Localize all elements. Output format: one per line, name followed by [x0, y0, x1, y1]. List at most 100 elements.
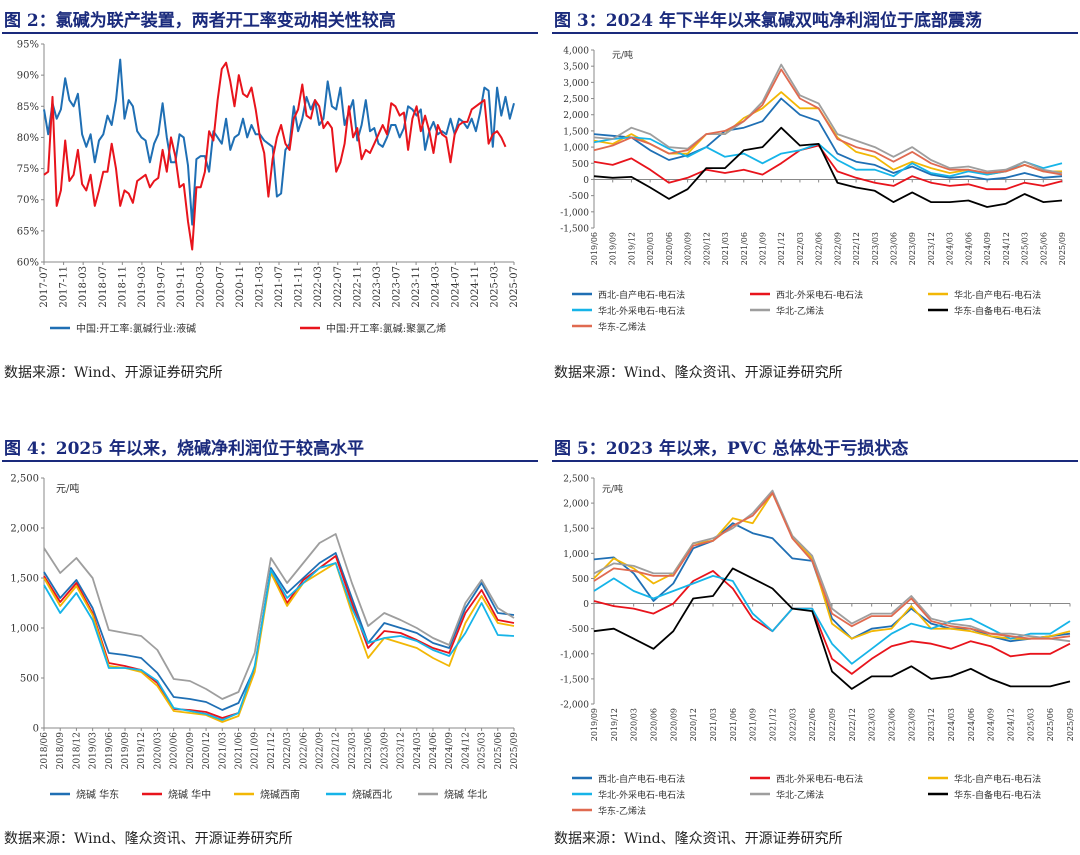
y-tick-label: 0 [583, 176, 589, 186]
x-tick-label: 2019-11 [176, 266, 187, 308]
y-tick-label: 75% [17, 164, 39, 175]
legend-item: 烧碱西南 [234, 788, 300, 801]
y-tick-label: -1,500 [560, 225, 589, 235]
chart-title: 图 2：氯碱为联产装置，两者开工率变动相关性较高 [4, 11, 396, 31]
x-tick-label: 2023/03 [871, 232, 880, 265]
x-tick-label: 2023/03 [868, 708, 877, 741]
x-tick-label: 2018-07 [98, 266, 109, 308]
x-tick-label: 2022/03 [788, 708, 797, 741]
y-tick-label: 1,000 [10, 624, 39, 635]
x-tick-label: 2023/09 [380, 732, 390, 770]
x-tick-labels: 2017-07 2017-11 2018-03 2018-07 2018-11 2019-… [39, 262, 520, 308]
unit-label: 元/吨 [56, 482, 79, 495]
x-tick-labels: 2019/06 2019/09 2019/12 2020/03 2020/06 2020/… [590, 179, 1067, 265]
x-tick-label: 2022/12 [848, 708, 857, 741]
legend-item: 华北-乙烯法 [750, 789, 824, 801]
legend-item: 烧碱 华中 [142, 788, 211, 801]
y-tick-label: -1,000 [560, 650, 589, 660]
y-tick-label: 1,000 [563, 144, 589, 154]
x-tick-label: 2017-07 [39, 266, 50, 308]
y-tick-label: 95% [17, 40, 39, 51]
y-tick-label: 2,000 [10, 524, 39, 535]
x-tick-label: 2021/03 [218, 732, 228, 770]
x-tick-label: 2024/12 [1002, 232, 1011, 265]
x-tick-label: 2022-11 [352, 266, 363, 308]
y-tick-label: 2,000 [563, 500, 589, 510]
x-tick-label: 2020/09 [669, 708, 678, 741]
x-tick-label: 2021/09 [251, 732, 261, 770]
series-lines [593, 489, 1071, 690]
legend-label: 华东-乙烯法 [598, 321, 646, 333]
x-tick-label: 2022/09 [833, 232, 842, 265]
x-tick-label: 2021/09 [749, 708, 758, 741]
chart-title: 图 4：2025 年以来，烧碱净利润位于较高水平 [4, 439, 364, 459]
x-tick-label: 2020/06 [650, 708, 659, 741]
chart-fig2: 60%65%70%75%80%85%90%95%2017-07 2017-11 20… [17, 40, 520, 336]
x-tick-label: 2022/09 [828, 708, 837, 741]
x-tick-label: 2023/06 [888, 708, 897, 741]
x-tick-label: 2023/12 [927, 232, 936, 265]
x-tick-label: 2021/03 [709, 708, 718, 741]
y-tick-label: 1,500 [10, 574, 39, 585]
series-line-6 [593, 567, 1071, 690]
x-tick-label: 2021/12 [769, 708, 778, 741]
y-tick-label: 60% [17, 258, 39, 269]
x-tick-label: 2019/12 [610, 708, 619, 741]
legend-label: 华北-外采电石-电石法 [598, 789, 685, 801]
chart-title: 图 5：2023 年以来，PVC 总体处于亏损状态 [554, 439, 909, 459]
series-line-1 [43, 552, 515, 711]
source-note: 数据来源：Wind、隆众资讯、开源证券研究所 [4, 831, 293, 847]
legend-label: 西北-自产电石-电石法 [598, 289, 685, 301]
legend-label: 烧碱 华北 [444, 788, 487, 801]
legend-label: 西北-外采电石-电石法 [776, 289, 863, 301]
series-lines [43, 533, 515, 723]
legend-label: 华北-乙烯法 [776, 789, 824, 801]
legend-label: 华北-自产电石-电石法 [954, 773, 1041, 785]
x-tick-label: 2024/06 [429, 732, 439, 770]
series-line-2 [593, 570, 1071, 675]
y-tick-label: -1,500 [560, 675, 589, 685]
series-line-2 [43, 555, 515, 719]
legend-item: 华东-乙烯法 [572, 805, 646, 817]
x-tick-label: 2022/06 [815, 232, 824, 265]
y-tick-labels: 60% 65% 70% 75% 80% 85% 90% 95% [17, 40, 44, 269]
x-tick-label: 2025-07 [509, 266, 520, 308]
x-tick-label: 2021/06 [740, 232, 749, 265]
x-tick-labels: 2019/09 2019/12 2020/03 2020/06 2020/09 2020/… [590, 603, 1075, 741]
x-tick-label: 2020/03 [630, 708, 639, 741]
x-tick-label: 2019-03 [137, 266, 148, 308]
x-tick-label: 2023/12 [397, 732, 407, 769]
panel-fig5: 图 5：2023 年以来，PVC 总体处于亏损状态 -2,000 -1,500 -1… [550, 428, 1080, 855]
x-tick-label: 2023-07 [392, 266, 403, 308]
x-tick-label: 2020/12 [202, 732, 212, 769]
x-tick-label: 2019/09 [609, 232, 618, 265]
x-tick-label: 2023/06 [364, 732, 374, 770]
x-tick-label: 2025/06 [1039, 232, 1048, 265]
series-line-7 [593, 68, 1063, 176]
x-tick-label: 2023/09 [907, 708, 916, 741]
series-line-7 [593, 492, 1071, 640]
x-tick-label: 2019-07 [157, 266, 168, 308]
x-tick-label: 2020/03 [153, 732, 163, 770]
x-tick-label: 2025/03 [1026, 708, 1035, 741]
x-tick-label: 2020/09 [186, 732, 196, 770]
x-tick-label: 2025/09 [1066, 708, 1075, 741]
x-tick-label: 2023/12 [927, 708, 936, 741]
x-tick-label: 2021-07 [274, 266, 285, 308]
axes [43, 44, 514, 263]
y-tick-label: 85% [17, 102, 39, 113]
legend-label: 华北-自产电石-电石法 [954, 289, 1041, 301]
x-tick-label: 2024/06 [967, 708, 976, 741]
x-tick-label: 2025-03 [489, 266, 500, 308]
chart-title: 图 3：2024 年下半年以来氯碱双吨净利润位于底部震荡 [554, 11, 982, 31]
x-tick-label: 2020/03 [646, 232, 655, 265]
x-tick-label: 2020/06 [665, 232, 674, 265]
x-tick-labels: 2018/06 2018/09 2018/12 2019/03 2019/06 2019/… [40, 728, 520, 769]
x-tick-label: 2020/09 [684, 232, 693, 265]
y-tick-label: 1,500 [563, 127, 589, 137]
y-tick-labels: -2,000 -1,500 -1,000 -500 0 500 1,000 1,500 2,00… [560, 475, 594, 711]
legend-label: 华东-自备电石-电石法 [954, 789, 1041, 801]
x-tick-label: 2018/12 [72, 732, 82, 769]
x-tick-label: 2019/06 [590, 232, 599, 265]
x-tick-label: 2022-03 [313, 266, 324, 308]
